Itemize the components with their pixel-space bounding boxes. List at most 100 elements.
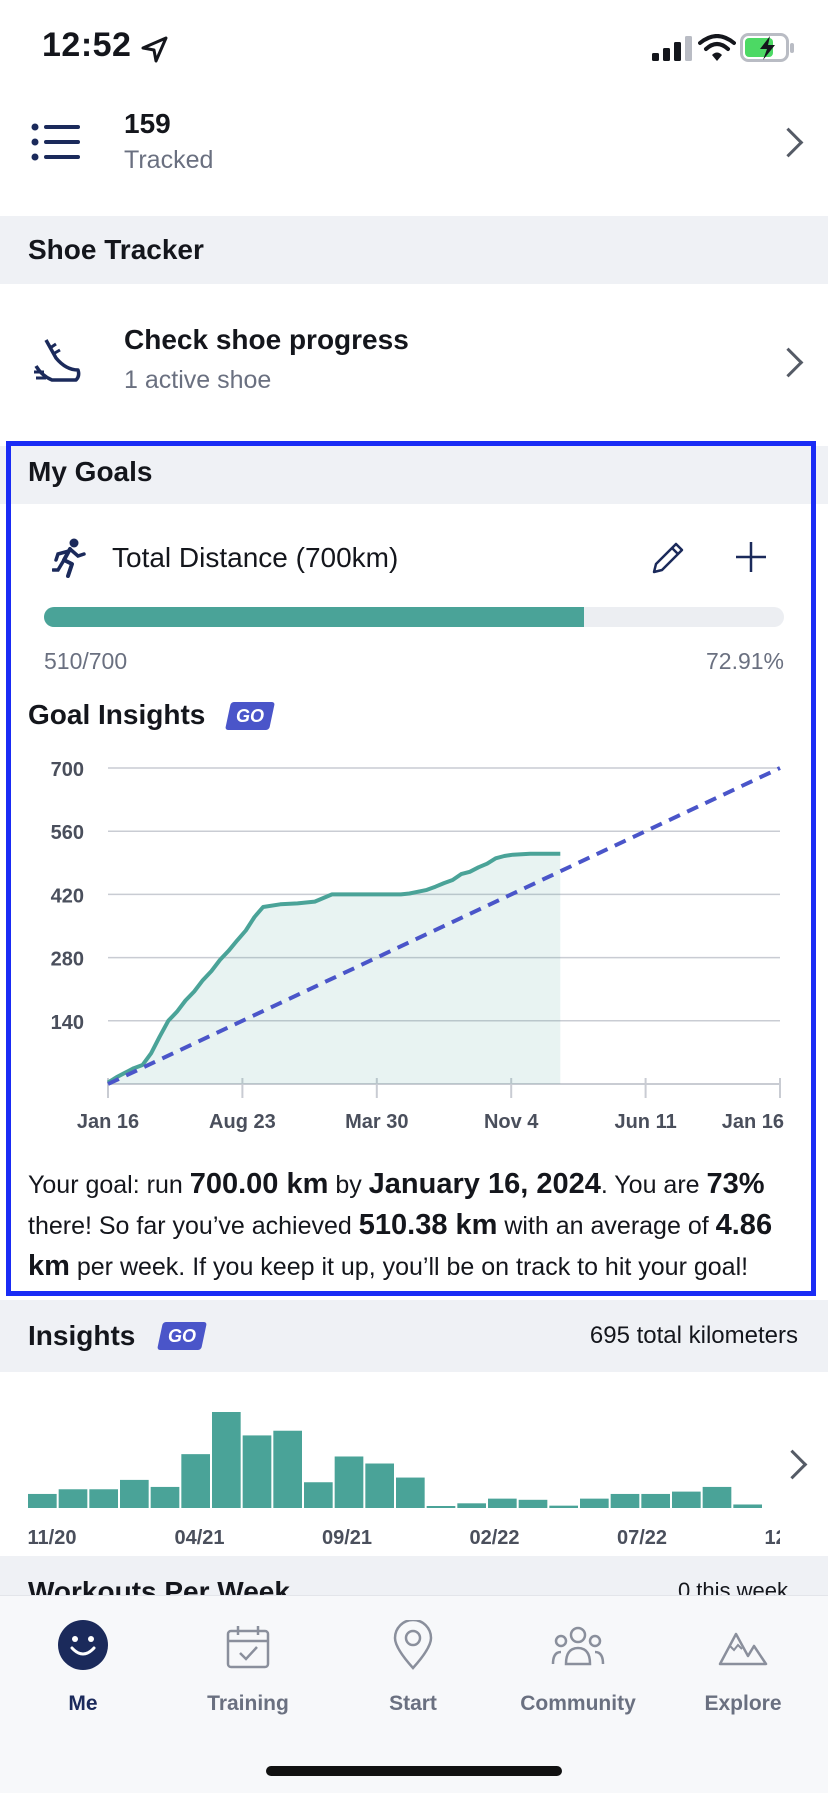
x-tick-label: 09/21 bbox=[322, 1527, 372, 1549]
shoe-progress-row[interactable]: Check shoe progress 1 active shoe bbox=[0, 284, 828, 440]
x-tick-label: Jan 16 bbox=[722, 1111, 784, 1133]
tab-me[interactable]: Me bbox=[0, 1596, 166, 1736]
bar bbox=[58, 1489, 88, 1508]
tab-start[interactable]: Start bbox=[330, 1596, 496, 1736]
goal-progress-track bbox=[44, 607, 784, 627]
bar bbox=[488, 1498, 517, 1508]
location-pin-icon bbox=[393, 1620, 433, 1670]
x-tick-label: 12/22 bbox=[764, 1527, 780, 1549]
section-title: Workouts Per Week bbox=[28, 1576, 290, 1596]
bar bbox=[28, 1493, 57, 1508]
bar bbox=[426, 1506, 456, 1508]
bar bbox=[365, 1463, 394, 1508]
tracked-label: Tracked bbox=[124, 146, 214, 174]
tab-label: Start bbox=[389, 1692, 437, 1715]
mountains-icon bbox=[718, 1632, 768, 1666]
tab-community[interactable]: Community bbox=[495, 1596, 661, 1736]
y-tick-label: 420 bbox=[51, 885, 84, 907]
people-icon bbox=[551, 1626, 605, 1666]
bar bbox=[610, 1493, 640, 1508]
x-tick-label: 04/21 bbox=[174, 1527, 224, 1549]
goal-progress-fill bbox=[44, 607, 584, 627]
bar bbox=[396, 1477, 425, 1508]
shoe-progress-title: Check shoe progress bbox=[124, 324, 409, 355]
goal-progress-text: 510/700 bbox=[44, 648, 128, 674]
bar bbox=[89, 1489, 118, 1508]
runner-icon bbox=[52, 538, 86, 578]
section-title: Insights bbox=[28, 1320, 136, 1351]
shoe-progress-subtitle: 1 active shoe bbox=[124, 366, 272, 394]
y-tick-label: 140 bbox=[51, 1012, 84, 1034]
bar bbox=[672, 1491, 701, 1508]
tab-explore[interactable]: Explore bbox=[660, 1596, 826, 1736]
x-tick-label: 02/22 bbox=[469, 1527, 519, 1549]
x-tick-label: Nov 4 bbox=[484, 1111, 539, 1133]
shoe-tracker-header: Shoe Tracker bbox=[0, 216, 828, 284]
location-arrow-icon bbox=[141, 36, 168, 63]
bar bbox=[641, 1493, 670, 1508]
tracked-row[interactable]: 159 Tracked bbox=[0, 100, 828, 216]
goal-insights-title: Goal Insights bbox=[28, 699, 206, 730]
goal-progress-percent: 72.91% bbox=[705, 648, 784, 674]
bar bbox=[702, 1486, 732, 1508]
actual-area bbox=[108, 853, 561, 1084]
bar bbox=[242, 1435, 272, 1508]
battery-icon bbox=[740, 33, 794, 62]
insights-card[interactable]: 11/20 04/21 09/21 02/22 07/22 12/22 bbox=[0, 1372, 828, 1556]
actual-distance-line bbox=[106, 851, 561, 1085]
bar bbox=[150, 1486, 180, 1508]
insights-bar-chart: 11/20 04/21 09/21 02/22 07/22 12/22 bbox=[28, 1412, 780, 1549]
bar bbox=[518, 1499, 548, 1508]
calendar-icon bbox=[226, 1626, 270, 1669]
tab-label: Training bbox=[207, 1692, 289, 1715]
y-tick-label: 700 bbox=[51, 759, 84, 781]
x-tick-label: Aug 23 bbox=[209, 1111, 276, 1133]
bar bbox=[580, 1498, 609, 1508]
goal-card[interactable]: Total Distance (700km) 510/700 72.91% Go… bbox=[0, 504, 828, 1294]
insights-header: Insights GO 695 total kilometers bbox=[0, 1300, 828, 1372]
home-indicator bbox=[266, 1766, 562, 1776]
target-pace-line bbox=[107, 766, 781, 1086]
tab-label: Community bbox=[520, 1692, 636, 1715]
x-tick-label: Mar 30 bbox=[345, 1111, 408, 1133]
tab-training[interactable]: Training bbox=[165, 1596, 331, 1736]
bar bbox=[120, 1479, 149, 1508]
y-tick-label: 560 bbox=[51, 822, 84, 844]
workouts-this-week: 0 this week bbox=[677, 1578, 788, 1596]
x-tick-label: Jan 16 bbox=[77, 1111, 139, 1133]
y-tick-label: 280 bbox=[51, 949, 84, 971]
bar bbox=[457, 1503, 486, 1508]
list-icon bbox=[31, 123, 80, 161]
wifi-icon bbox=[698, 34, 736, 61]
x-tick-label: Jun 11 bbox=[614, 1111, 676, 1133]
x-tick-label: 07/22 bbox=[617, 1527, 667, 1549]
bar bbox=[273, 1430, 302, 1508]
chevron-right-icon bbox=[773, 127, 804, 158]
bar bbox=[304, 1482, 333, 1508]
bar bbox=[549, 1505, 578, 1508]
section-title: Shoe Tracker bbox=[28, 234, 204, 265]
bar bbox=[334, 1456, 364, 1508]
insights-total: 695 total kilometers bbox=[589, 1322, 798, 1349]
goal-name: Total Distance (700km) bbox=[112, 542, 399, 573]
signal-icon bbox=[652, 36, 692, 61]
bar bbox=[181, 1454, 210, 1508]
tab-bar: Me Training Start Community bbox=[0, 1595, 828, 1793]
chevron-right-icon bbox=[777, 1449, 808, 1480]
tab-label: Explore bbox=[704, 1692, 782, 1715]
goal-insights-chart: 140 280 420 560 700 Jan 16 Aug 23 Mar 30 Nov 4 Ju… bbox=[51, 759, 784, 1133]
tracked-count: 159 bbox=[124, 108, 171, 139]
go-badge: GO bbox=[157, 1322, 207, 1350]
x-tick-label: 11/20 bbox=[28, 1527, 77, 1549]
tab-label: Me bbox=[68, 1692, 98, 1715]
running-shoe-icon bbox=[34, 339, 81, 382]
workouts-per-week-header: Workouts Per Week 0 this week bbox=[0, 1556, 828, 1596]
status-time: 12:52 bbox=[42, 26, 132, 64]
bar bbox=[733, 1504, 762, 1508]
add-plus-icon[interactable] bbox=[734, 540, 768, 574]
edit-pencil-icon[interactable] bbox=[650, 540, 686, 576]
smiley-icon bbox=[58, 1620, 108, 1670]
goal-summary: Your goal: run 700.00 km by January 16, … bbox=[28, 1168, 773, 1282]
go-badge: GO bbox=[225, 702, 275, 730]
bar bbox=[212, 1412, 241, 1508]
